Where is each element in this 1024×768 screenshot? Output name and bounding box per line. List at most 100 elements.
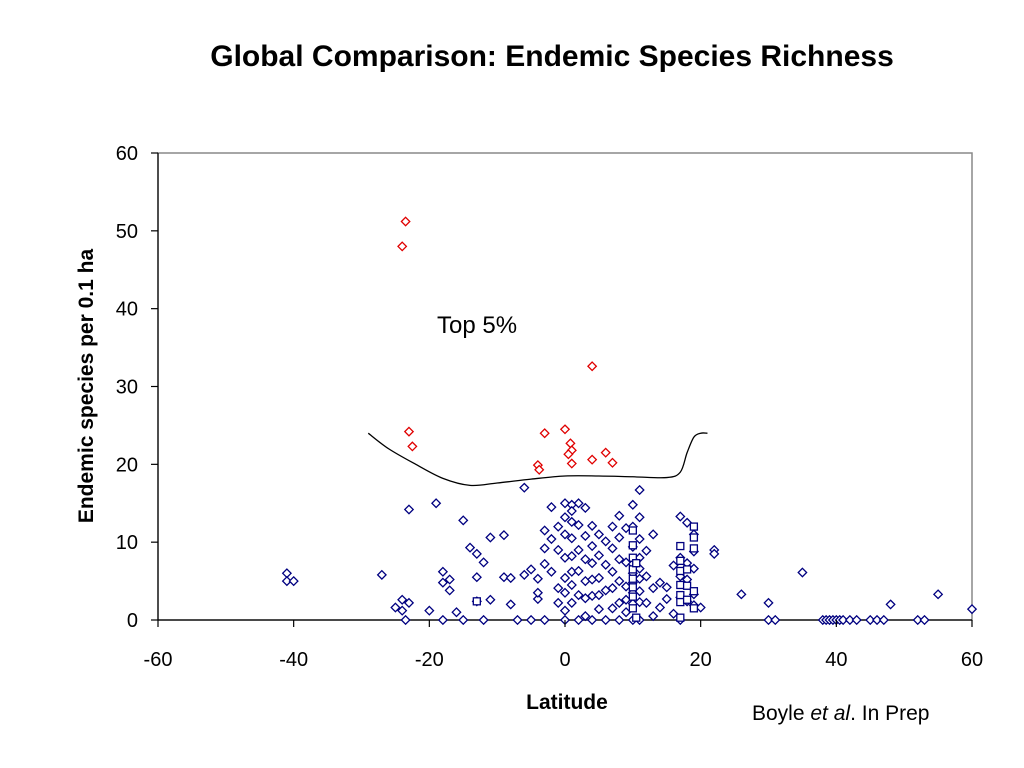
data-point [566, 505, 577, 517]
data-point [566, 551, 577, 562]
data-point [553, 544, 564, 556]
data-point [736, 589, 747, 600]
x-tick-label: 40 [825, 649, 847, 671]
data-point [403, 597, 415, 608]
data-point [885, 599, 896, 610]
data-point-top5 [565, 438, 576, 449]
data-point-top5 [400, 216, 411, 227]
x-tick-label: -20 [415, 649, 444, 671]
data-point [553, 582, 564, 594]
data-point-top5 [587, 454, 598, 465]
data-point-top5 [563, 449, 574, 460]
data-point [871, 614, 883, 626]
data-point [587, 574, 598, 585]
data-point-square [628, 583, 637, 592]
data-point [668, 608, 679, 619]
data-point [593, 603, 605, 615]
x-tick-label: -60 [144, 649, 173, 671]
data-point [587, 614, 598, 626]
data-point-top5 [397, 241, 408, 252]
data-point [559, 587, 571, 598]
data-point [559, 572, 571, 584]
threshold-curve [367, 432, 708, 487]
data-point [519, 482, 530, 493]
data-point-square [676, 580, 685, 590]
data-point [607, 521, 618, 532]
data-point [430, 498, 442, 509]
data-point [661, 593, 672, 605]
data-point-top5 [607, 457, 618, 468]
data-point [437, 566, 449, 577]
data-point [932, 589, 944, 600]
data-point [559, 529, 571, 540]
credit-rest: . In Prep [850, 702, 930, 725]
data-point [390, 602, 401, 613]
data-point [614, 597, 625, 608]
data-point [593, 589, 605, 601]
data-point-square [676, 597, 685, 607]
data-point [471, 548, 482, 559]
data-point [797, 567, 808, 578]
data-point [573, 544, 584, 556]
data-point [641, 571, 652, 582]
data-point [654, 577, 666, 588]
data-point-top5 [587, 361, 598, 372]
top-5-percent-annotation: Top 5% [437, 312, 517, 339]
data-point [566, 579, 577, 591]
data-point [627, 499, 638, 510]
data-point [607, 603, 618, 614]
data-point-square [632, 613, 641, 622]
data-point [566, 597, 577, 608]
data-point [607, 582, 618, 594]
data-point [437, 577, 449, 588]
y-tick-label: 10 [116, 532, 138, 554]
data-point [648, 582, 659, 594]
data-point [587, 540, 598, 552]
data-point [573, 498, 584, 509]
data-point [400, 614, 411, 626]
data-point [566, 533, 577, 544]
data-point [478, 557, 489, 568]
data-point [397, 594, 408, 605]
data-point [559, 498, 571, 509]
data-point [614, 510, 625, 521]
data-point [444, 585, 455, 596]
data-point-top5 [539, 428, 550, 439]
data-point [566, 516, 577, 528]
y-axis-title: Endemic species per 0.1 ha [75, 249, 98, 524]
data-point [865, 614, 876, 626]
data-point [593, 529, 605, 540]
y-tick-label: 40 [116, 299, 138, 321]
data-point [464, 542, 476, 553]
data-point [559, 552, 571, 563]
y-tick-label: 60 [116, 143, 138, 165]
data-point-square [676, 556, 685, 565]
data-point [376, 569, 387, 580]
credit-author: Boyle [752, 702, 805, 725]
data-point [844, 614, 856, 626]
data-point-top5 [566, 458, 577, 469]
data-point [532, 587, 543, 598]
data-point-square [676, 613, 685, 622]
data-point [681, 517, 693, 528]
data-point [546, 502, 557, 513]
data-point [451, 607, 462, 618]
data-point [634, 533, 645, 545]
data-point [709, 548, 720, 559]
data-point [397, 605, 408, 616]
data-point [288, 575, 299, 587]
data-point [458, 614, 469, 626]
data-point [966, 603, 978, 615]
data-point [498, 530, 510, 541]
data-point [634, 484, 645, 496]
data-point [580, 502, 591, 514]
data-point-square [689, 533, 699, 542]
y-tick-label: 50 [116, 221, 138, 243]
data-point [539, 525, 550, 536]
data-point [559, 512, 571, 523]
data-point [532, 593, 543, 605]
data-point-square [628, 604, 637, 613]
data-point-square [472, 597, 481, 606]
data-point [763, 597, 774, 608]
